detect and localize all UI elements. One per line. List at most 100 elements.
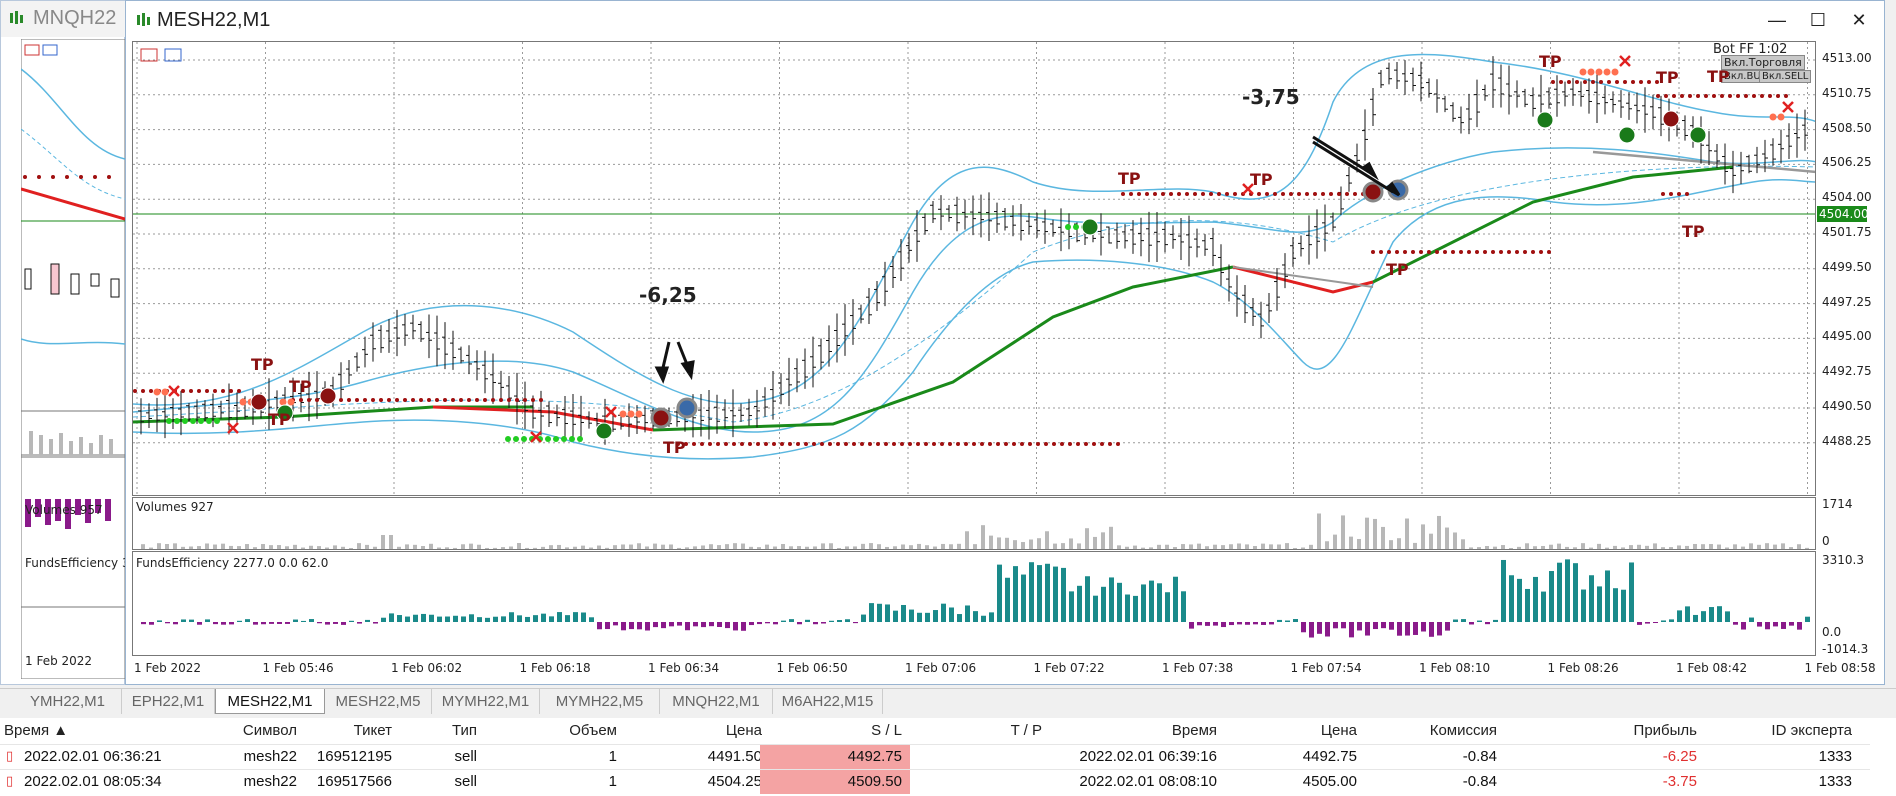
table-cell: 2022.02.01 06:36:21 <box>24 748 162 765</box>
list-icon[interactable] <box>140 48 158 62</box>
table-cell: 4504.25 <box>707 773 762 790</box>
table-cell: 4492.75 <box>760 745 910 769</box>
tp-marker-label: TP <box>289 377 312 396</box>
time-axis[interactable]: 1 Feb 2022 1 Feb 05:46 1 Feb 06:02 1 Feb 06… <box>132 657 1882 683</box>
table-cell: mesh22 <box>243 773 297 790</box>
back-date-label: 1 Feb 2022 <box>25 654 93 668</box>
funds-axis: 3310.3 0.0 -1014.3 <box>1816 551 1882 656</box>
time-axis-tick: 1 Feb 07:06 <box>905 661 977 675</box>
price-axis-tick: 4501.75 <box>1822 225 1872 239</box>
sell-toggle-button[interactable]: Вкл.SELL <box>1759 70 1812 83</box>
table-header[interactable]: Время <box>1171 722 1217 739</box>
volumes-axis-min: 0 <box>1822 534 1830 548</box>
table-cell: 2022.02.01 06:39:16 <box>1079 748 1217 765</box>
time-axis-tick: 1 Feb 07:38 <box>1162 661 1234 675</box>
table-cell: 169512195 <box>316 748 392 765</box>
table-cell: 1 <box>608 748 617 765</box>
sell-order-icon: ▯ <box>6 773 14 788</box>
tab-mesh22-m1[interactable]: MESH22,M1 <box>215 689 325 714</box>
tp-marker-label: TP <box>1707 67 1730 86</box>
main-window-titlebar[interactable]: MESH22,M1 — ☐ ✕ <box>126 1 1884 39</box>
time-axis-tick: 1 Feb 06:34 <box>648 661 720 675</box>
table-header[interactable]: Цена <box>725 722 762 739</box>
tab-mnqh22-m1[interactable]: MNQH22,M1 <box>660 689 773 714</box>
table-header[interactable]: S / L <box>871 722 902 739</box>
time-axis-tick: 1 Feb 06:02 <box>391 661 463 675</box>
trade-history-table[interactable]: Время ▲ Символ Тикет Тип Объем Цена S / L T / P… <box>0 718 1896 796</box>
table-cell: 4491.50 <box>707 748 762 765</box>
tp-marker-label: TP <box>663 438 686 457</box>
back-chart-window[interactable]: MNQH22 Volumes 957 FundsEfficiency 3 1 F… <box>0 0 130 685</box>
main-window-title: MESH22,M1 <box>157 9 271 31</box>
tab-mymh22-m1[interactable]: MYMH22,M1 <box>432 689 540 714</box>
table-cell: 4505.00 <box>1302 773 1357 790</box>
price-axis-tick: 4495.00 <box>1822 329 1872 344</box>
time-axis-tick: 1 Feb 08:58 <box>1804 661 1876 675</box>
main-chart-window[interactable]: MESH22,M1 — ☐ ✕ <box>125 0 1885 685</box>
maximize-button[interactable]: ☐ <box>1809 10 1827 30</box>
tab-eph22-m1[interactable]: EPH22,M1 <box>122 689 215 714</box>
table-cell: 169517566 <box>316 773 392 790</box>
table-header[interactable]: Тикет <box>353 722 392 739</box>
chart-tabs[interactable]: YMH22,M1 EPH22,M1 MESH22,M1 MESH22,M5 MYMH22… <box>0 688 1896 714</box>
minimize-button[interactable]: — <box>1768 10 1786 30</box>
price-axis-tick: 4510.75 <box>1822 85 1872 100</box>
table-cell: -0.84 <box>1462 748 1497 765</box>
tp-marker-label: TP <box>1250 170 1273 189</box>
table-cell: 4492.75 <box>1302 748 1357 765</box>
time-axis-tick: 1 Feb 06:50 <box>776 661 848 675</box>
table-header[interactable]: Прибыль <box>1633 722 1697 739</box>
funds-panel[interactable]: FundsEfficiency 2277.0 0.0 62.0 <box>132 551 1816 656</box>
indicator-icon[interactable] <box>164 48 182 62</box>
price-axis[interactable]: 4513.00 4510.75 4508.50 4506.25 4504.00 4501.… <box>1816 41 1882 496</box>
back-window-title[interactable]: MNQH22 <box>1 1 126 37</box>
tp-marker-label: TP <box>1656 68 1679 87</box>
back-funds-label: FundsEfficiency 3 <box>25 556 130 570</box>
tab-mesh22-m5[interactable]: MESH22,M5 <box>325 689 432 714</box>
table-header[interactable]: ID эксперта <box>1771 722 1852 739</box>
back-chart-canvas <box>21 39 125 679</box>
chart-icon <box>137 13 150 26</box>
volumes-canvas <box>141 513 1809 549</box>
table-cell: sell <box>454 748 477 765</box>
table-cell: 2022.02.01 08:08:10 <box>1079 773 1217 790</box>
funds-axis-zero: 0.0 <box>1822 625 1842 639</box>
time-axis-tick: 1 Feb 2022 <box>134 661 202 675</box>
table-header[interactable]: Символ <box>242 722 297 739</box>
back-window-title-text: MNQH22 <box>33 7 117 29</box>
table-header[interactable]: Цена <box>1320 722 1357 739</box>
table-header[interactable]: Время ▲ <box>4 722 69 739</box>
tp-marker-label: TP <box>1539 52 1562 71</box>
trade-toggle-button[interactable]: Вкл.Торговля <box>1721 55 1805 70</box>
time-axis-tick: 1 Feb 05:46 <box>262 661 334 675</box>
price-panel[interactable]: Bot FF 1:02 Вкл.Торговля Вкл.BUY Вкл.SEL… <box>132 41 1816 496</box>
close-button[interactable]: ✕ <box>1851 10 1867 30</box>
price-chart-canvas <box>133 42 1815 495</box>
price-axis-tick: 4497.25 <box>1822 294 1872 309</box>
price-axis-tick: 4492.75 <box>1822 364 1872 379</box>
tp-marker-label: TP <box>1386 260 1409 279</box>
table-cell: mesh22 <box>243 748 297 765</box>
funds-label: FundsEfficiency 2277.0 0.0 62.0 <box>136 556 329 570</box>
table-row[interactable]: ▯ 2022.02.01 06:36:21 mesh22 169512195 sell 1… <box>0 744 1870 769</box>
volumes-panel[interactable]: Volumes 927 <box>132 497 1816 550</box>
tp-marker-label: TP <box>251 355 274 374</box>
volumes-axis-max: 1714 <box>1822 497 1853 511</box>
table-cell: 2022.02.01 08:05:34 <box>24 773 162 790</box>
tab-m6ah22-m15[interactable]: M6AH22,M15 <box>773 689 883 714</box>
table-cell: 4509.50 <box>760 770 910 794</box>
price-axis-tick: 4506.25 <box>1822 155 1872 170</box>
bot-label: Bot FF 1:02 <box>1713 42 1788 57</box>
tab-ymh22-m1[interactable]: YMH22,M1 <box>14 689 122 714</box>
tab-mymh22-m5[interactable]: MYMH22,M5 <box>540 689 660 714</box>
table-header[interactable]: T / P <box>1010 722 1042 739</box>
current-price-tag: 4504.00 <box>1817 206 1869 222</box>
table-header[interactable]: Комиссия <box>1429 722 1497 739</box>
price-axis-tick: 4508.50 <box>1822 120 1872 135</box>
table-header[interactable]: Объем <box>569 722 617 739</box>
time-axis-tick: 1 Feb 08:26 <box>1547 661 1619 675</box>
table-row[interactable]: ▯ 2022.02.01 08:05:34 mesh22 169517566 sell 1… <box>0 769 1870 794</box>
time-axis-tick: 1 Feb 07:22 <box>1033 661 1105 675</box>
table-header[interactable]: Тип <box>451 722 477 739</box>
funds-canvas <box>141 559 1810 638</box>
